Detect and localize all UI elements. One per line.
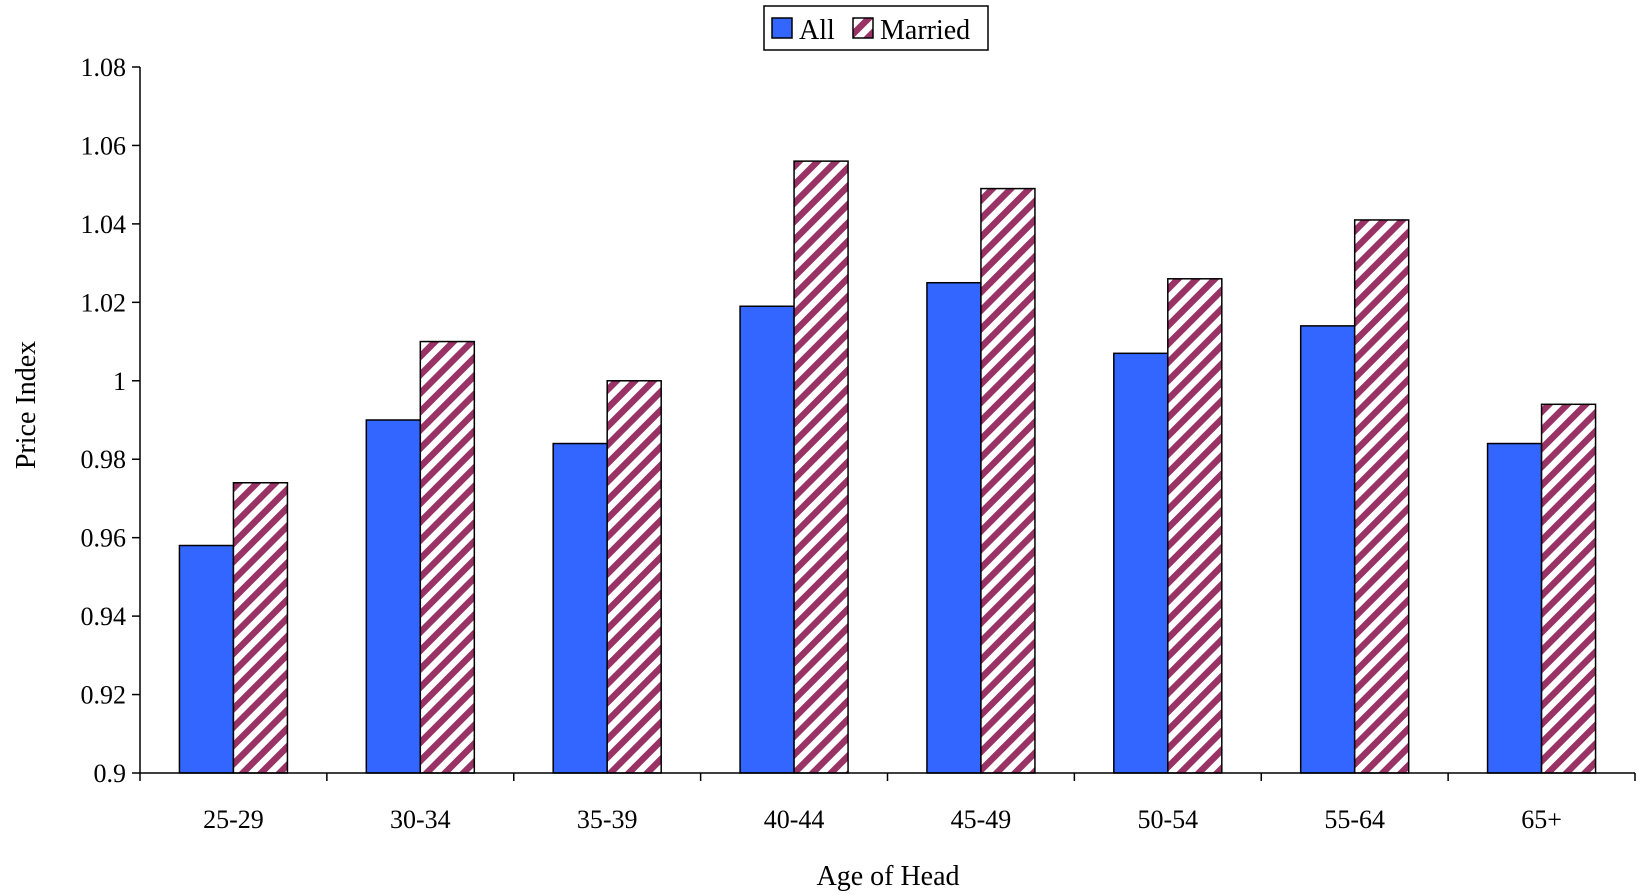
bar-all-50-54: [1113, 352, 1169, 774]
bar-married-40-44: [793, 160, 849, 774]
bar-married-30-34: [419, 340, 476, 774]
y-tick-label-0.94: 0.94: [81, 602, 127, 631]
y-tick-label-0.92: 0.92: [81, 681, 127, 710]
bar-married-55-64: [1353, 219, 1410, 774]
x-tick-label-35-39: 35-39: [577, 805, 638, 834]
x-axis-title: Age of Head: [816, 861, 959, 892]
bar-married-65+: [1540, 403, 1597, 774]
y-tick-label-0.96: 0.96: [81, 524, 127, 553]
x-tick-label-30-34: 30-34: [390, 805, 451, 834]
legend: All Married: [763, 5, 989, 51]
bar-married-25-29: [232, 482, 289, 774]
axes-layer: 0.9 0.92 0.94 0.96 0.98 1 1.02 1.04 1.06 1.08 25-2…: [81, 53, 1636, 834]
bar-married-50-54: [1167, 278, 1223, 774]
bar-all-55-64: [1299, 325, 1356, 774]
legend-label-all: All: [799, 15, 835, 46]
x-tick-label-65+: 65+: [1521, 805, 1562, 834]
x-tick-label-55-64: 55-64: [1324, 805, 1385, 834]
y-axis-title: Price Index: [11, 341, 42, 469]
bar-all-45-49: [926, 281, 982, 774]
y-tick-label-1.02: 1.02: [81, 288, 127, 317]
legend-swatch-married: [852, 17, 874, 39]
legend-box: [763, 5, 989, 51]
y-tick-label-1.04: 1.04: [81, 210, 127, 239]
bar-all-65+: [1486, 442, 1543, 774]
x-tick-label-50-54: 50-54: [1137, 805, 1198, 834]
x-tick-label-40-44: 40-44: [764, 805, 825, 834]
y-tick-label-1.06: 1.06: [81, 131, 127, 160]
legend-label-married: Married: [880, 15, 970, 46]
x-tick-label-25-29: 25-29: [203, 805, 264, 834]
y-tick-label-1: 1: [113, 367, 126, 396]
bar-married-45-49: [980, 187, 1036, 774]
y-tick-label-1.08: 1.08: [81, 53, 127, 82]
bar-all-25-29: [178, 544, 235, 774]
bar-all-30-34: [365, 419, 422, 774]
bar-all-40-44: [739, 305, 795, 774]
y-tick-label-0.98: 0.98: [81, 445, 127, 474]
bar-all-35-39: [552, 442, 608, 774]
x-tick-label-45-49: 45-49: [951, 805, 1012, 834]
y-tick-label-0.9: 0.9: [94, 759, 127, 788]
bar-married-35-39: [606, 380, 662, 774]
legend-swatch-all: [771, 17, 793, 39]
bars-layer: [178, 160, 1597, 774]
